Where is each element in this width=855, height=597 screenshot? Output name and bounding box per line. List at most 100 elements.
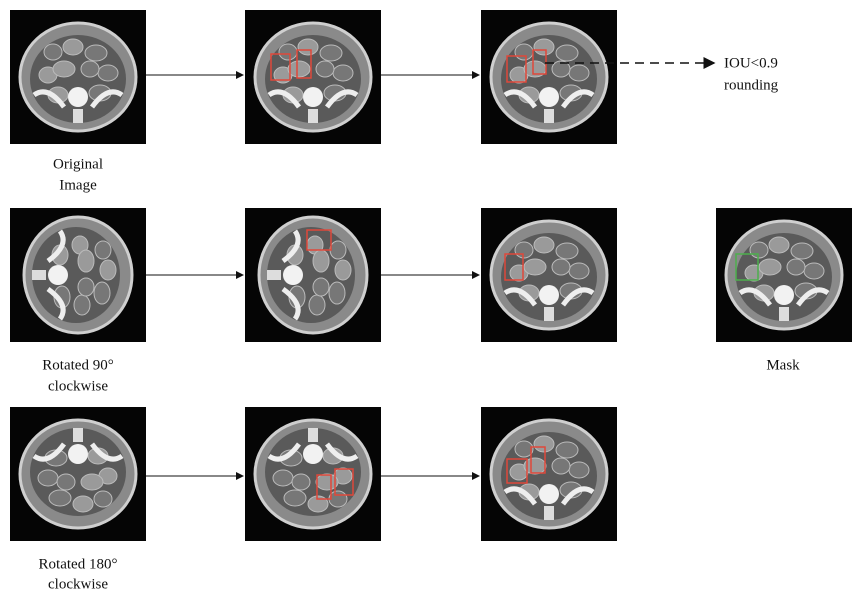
bowel — [74, 295, 90, 315]
bowel — [94, 282, 110, 304]
bowel — [100, 260, 116, 280]
spine — [308, 428, 318, 442]
ct-image — [245, 208, 381, 342]
spine — [308, 109, 318, 123]
bowel — [333, 65, 353, 81]
row-label: clockwise — [48, 576, 108, 592]
bowel — [284, 490, 306, 506]
bowel — [288, 61, 310, 77]
bowel — [556, 442, 578, 458]
spine — [544, 109, 554, 123]
bowel — [316, 61, 334, 77]
bowel — [524, 259, 546, 275]
annotation: rounding — [724, 77, 779, 93]
bowel — [273, 470, 293, 486]
row-label: Rotated 180° — [39, 556, 118, 572]
anatomy — [20, 23, 136, 131]
bowel — [750, 242, 768, 258]
spine — [32, 270, 46, 280]
spine — [73, 109, 83, 123]
ct-image — [481, 208, 617, 342]
ct-image — [10, 407, 146, 541]
bowel — [534, 436, 554, 452]
bowel — [804, 263, 824, 279]
vertebra — [774, 285, 794, 305]
bowel — [769, 237, 789, 253]
bowel — [53, 61, 75, 77]
bowel — [85, 45, 107, 61]
vertebra — [68, 444, 88, 464]
row-label: Rotated 90° — [42, 357, 113, 373]
row-label: clockwise — [48, 378, 108, 394]
bowel — [552, 259, 570, 275]
bowel — [38, 470, 58, 486]
vertebra — [539, 484, 559, 504]
spine — [544, 506, 554, 520]
bowel — [81, 474, 103, 490]
anatomy — [259, 217, 367, 333]
spine — [779, 307, 789, 321]
bowel — [298, 39, 318, 55]
ct-image — [245, 10, 381, 144]
bowel — [534, 39, 554, 55]
vertebra — [303, 87, 323, 107]
bowel — [329, 282, 345, 304]
bowel — [73, 496, 93, 512]
bowel — [330, 241, 346, 259]
ct-image — [10, 208, 146, 342]
spine — [267, 270, 281, 280]
annotation: IOU<0.9 — [724, 55, 778, 71]
bowel — [309, 295, 325, 315]
vertebra — [539, 87, 559, 107]
anatomy — [491, 221, 607, 329]
bowel — [569, 65, 589, 81]
bowel — [791, 243, 813, 259]
bowel — [44, 44, 62, 60]
arrows — [146, 63, 714, 476]
vertebra — [303, 444, 323, 464]
bowel — [81, 61, 99, 77]
bowel — [534, 237, 554, 253]
bowel — [78, 250, 94, 272]
row-label: Original — [53, 156, 103, 172]
bowel — [78, 278, 94, 296]
anatomy — [20, 420, 136, 528]
bowel — [335, 260, 351, 280]
bowel — [49, 490, 71, 506]
mask-label: Mask — [766, 357, 800, 373]
bowel — [569, 462, 589, 478]
vertebra — [48, 265, 68, 285]
bowel — [95, 241, 111, 259]
ct-image — [481, 407, 617, 541]
vertebra — [283, 265, 303, 285]
bowel — [94, 491, 112, 507]
bowel — [292, 474, 310, 490]
anatomy — [726, 221, 842, 329]
ct-image — [245, 407, 381, 541]
bowel — [556, 243, 578, 259]
bowel — [556, 45, 578, 61]
figure: Original Image Rotated 90° clockwise Rot… — [0, 0, 855, 592]
bowel — [63, 39, 83, 55]
bowel — [515, 242, 533, 258]
row-label: Image — [59, 177, 97, 193]
bowel — [313, 278, 329, 296]
bowel — [515, 44, 533, 60]
bowel — [98, 65, 118, 81]
anatomy — [24, 217, 132, 333]
bowel — [759, 259, 781, 275]
ct-image — [10, 10, 146, 144]
bowel — [787, 259, 805, 275]
bowel — [313, 250, 329, 272]
spine — [544, 307, 554, 321]
bowel — [569, 263, 589, 279]
anatomy — [255, 23, 371, 131]
vertebra — [539, 285, 559, 305]
ct-image — [716, 208, 852, 342]
anatomy — [491, 420, 607, 528]
vertebra — [68, 87, 88, 107]
spine — [73, 428, 83, 442]
bowel — [552, 458, 570, 474]
anatomy — [491, 23, 607, 131]
ct-image — [481, 10, 617, 144]
